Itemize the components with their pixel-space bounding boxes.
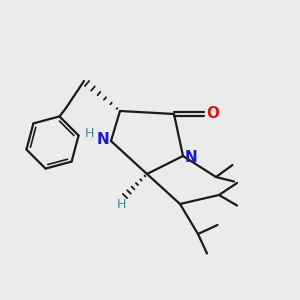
Text: N: N: [184, 150, 197, 165]
Text: H: H: [85, 127, 94, 140]
Text: O: O: [206, 106, 219, 122]
Text: H: H: [117, 197, 126, 211]
Text: N: N: [97, 132, 110, 147]
